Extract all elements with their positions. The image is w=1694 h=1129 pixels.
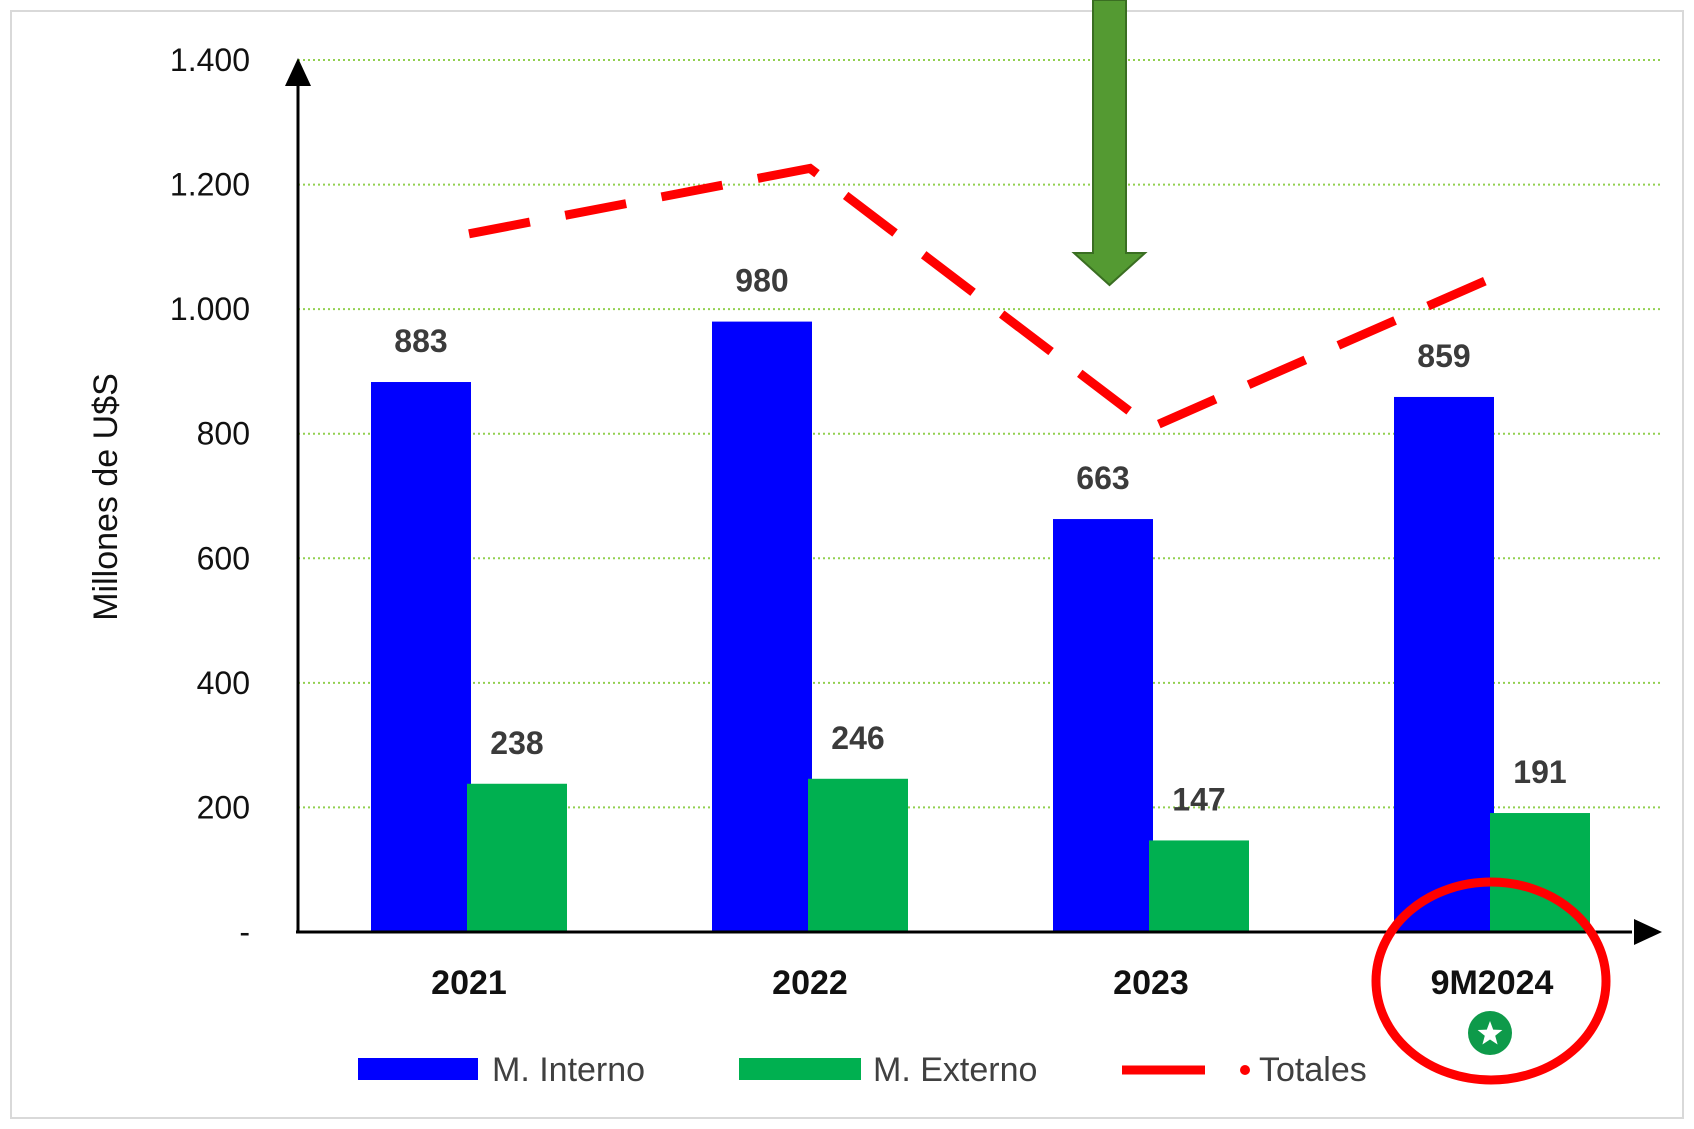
data-label: 246 bbox=[831, 720, 884, 756]
y-tick-label: 200 bbox=[197, 789, 250, 825]
x-axis-arrowhead-icon bbox=[1634, 919, 1662, 945]
bar-m-interno bbox=[371, 382, 471, 932]
data-label: 663 bbox=[1076, 460, 1129, 496]
legend-label-totales: Totales bbox=[1259, 1051, 1367, 1089]
axes bbox=[285, 58, 1662, 945]
y-tick-label: 400 bbox=[197, 665, 250, 701]
y-axis-arrowhead-icon bbox=[285, 58, 311, 86]
legend-label-m-interno: M. Interno bbox=[492, 1051, 645, 1089]
y-tick-labels: - 200 400 600 800 1.000 1.200 1.400 bbox=[170, 42, 250, 950]
category-labels: 2021 2022 2023 9M2024 bbox=[431, 964, 1553, 1002]
legend: M. Interno M. Externo Totales bbox=[358, 1051, 1367, 1089]
legend-swatch-m-externo bbox=[739, 1058, 861, 1080]
legend-label-m-externo: M. Externo bbox=[873, 1051, 1037, 1089]
bar-m-externo bbox=[1149, 840, 1249, 932]
x-category-label: 2021 bbox=[431, 964, 507, 1002]
data-label: 191 bbox=[1513, 754, 1566, 790]
bar-m-interno bbox=[1053, 519, 1153, 932]
y-tick-label: - bbox=[239, 914, 250, 950]
x-category-label: 9M2024 bbox=[1431, 964, 1554, 1002]
x-category-label: 2023 bbox=[1113, 964, 1189, 1002]
y-tick-label: 1.000 bbox=[170, 291, 250, 327]
x-category-label: 2022 bbox=[772, 964, 848, 1002]
down-arrow-icon bbox=[1071, 0, 1148, 287]
bar-m-interno bbox=[1394, 396, 1494, 933]
y-axis-title: Millones de U$S bbox=[87, 373, 125, 621]
bar-m-externo bbox=[808, 778, 908, 932]
data-label: 147 bbox=[1172, 781, 1225, 817]
legend-swatch-totales-dot bbox=[1240, 1065, 1250, 1075]
y-tick-label: 1.400 bbox=[170, 42, 250, 78]
bar-m-interno bbox=[712, 321, 812, 933]
data-label: 859 bbox=[1417, 338, 1470, 374]
legend-swatch-m-interno bbox=[358, 1058, 478, 1080]
bars bbox=[371, 321, 1590, 933]
y-tick-label: 600 bbox=[197, 540, 250, 576]
data-label: 883 bbox=[394, 323, 447, 359]
bar-m-externo bbox=[467, 783, 567, 932]
star-badge-icon bbox=[1468, 1011, 1512, 1055]
data-label: 980 bbox=[735, 263, 788, 299]
data-label: 238 bbox=[490, 725, 543, 761]
y-tick-label: 800 bbox=[197, 416, 250, 452]
y-tick-label: 1.200 bbox=[170, 167, 250, 203]
totales-line-layer bbox=[468, 163, 1494, 433]
data-labels: 883 980 663 859 238 246 147 191 bbox=[394, 263, 1566, 818]
highlight-circle bbox=[1371, 877, 1611, 1085]
